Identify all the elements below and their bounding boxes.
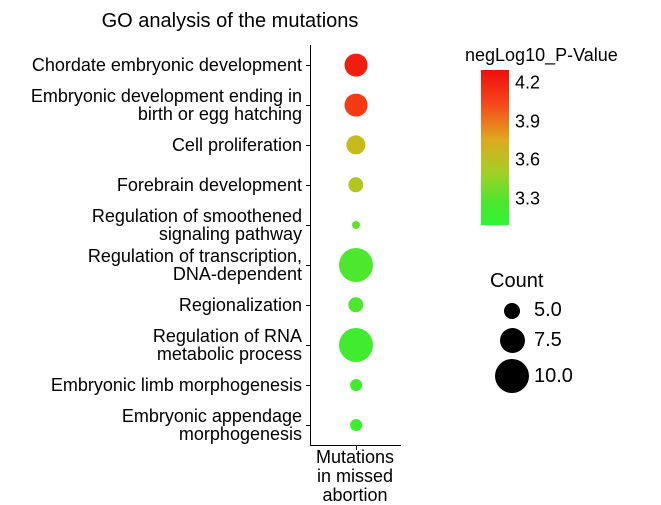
- data-point: [339, 328, 373, 362]
- y-category-label: Forebrain development: [117, 176, 302, 194]
- y-axis-labels: Chordate embryonic development Embryonic …: [0, 45, 302, 445]
- y-tick: [306, 345, 311, 346]
- y-tick: [306, 65, 311, 66]
- y-tick: [306, 105, 311, 106]
- y-tick: [306, 265, 311, 266]
- data-point: [350, 419, 362, 431]
- data-point: [352, 221, 360, 229]
- colorbar: [481, 70, 509, 225]
- y-category-label: Regionalization: [179, 296, 302, 314]
- size-legend-swatch: [504, 303, 520, 319]
- colorbar-tick-label: 3.9: [515, 111, 540, 132]
- data-point: [345, 54, 368, 77]
- y-category-label: Regulation of RNA metabolic process: [153, 327, 302, 363]
- y-tick: [306, 425, 311, 426]
- figure: GO analysis of the mutations Chordate em…: [0, 0, 661, 500]
- y-tick: [306, 305, 311, 306]
- data-point: [345, 94, 368, 117]
- y-category-label: Embryonic development ending in birth or…: [31, 87, 302, 123]
- data-point: [348, 177, 363, 192]
- y-tick: [306, 145, 311, 146]
- x-axis-label: Mutations in missed abortion: [310, 448, 400, 505]
- colorbar-ticks: 4.2 3.9 3.6 3.3: [515, 70, 575, 225]
- colorbar-tick-label: 4.2: [515, 72, 540, 93]
- size-legend-row: 7.5: [490, 328, 650, 353]
- size-legend-row: 10.0: [490, 359, 650, 393]
- size-legend-title: Count: [490, 270, 650, 293]
- y-tick: [306, 385, 311, 386]
- colorbar-tick-label: 3.3: [515, 189, 540, 210]
- y-tick: [306, 225, 311, 226]
- size-legend-label: 7.5: [534, 329, 562, 352]
- y-category-label: Embryonic limb morphogenesis: [51, 376, 302, 394]
- y-category-label: Chordate embryonic development: [32, 56, 302, 74]
- colorbar-tick-label: 3.6: [515, 150, 540, 171]
- data-point: [348, 297, 363, 312]
- y-category-label: Regulation of transcription, DNA-depende…: [88, 247, 302, 283]
- size-legend-label: 5.0: [534, 299, 562, 322]
- size-legend-swatch: [500, 328, 525, 353]
- data-point: [339, 248, 373, 282]
- data-point: [350, 379, 362, 391]
- chart-title: GO analysis of the mutations: [0, 10, 460, 33]
- y-category-label: Regulation of smoothened signaling pathw…: [92, 207, 302, 243]
- plot-area: [310, 45, 401, 446]
- color-legend-title: negLog10_P-Value: [465, 45, 645, 66]
- size-legend-swatch: [495, 359, 529, 393]
- y-tick: [306, 185, 311, 186]
- data-point: [346, 135, 365, 154]
- size-legend: Count 5.0 7.5 10.0: [490, 270, 650, 399]
- size-legend-row: 5.0: [490, 299, 650, 322]
- size-legend-rows: 5.0 7.5 10.0: [490, 299, 650, 393]
- size-legend-label: 10.0: [534, 365, 573, 388]
- y-category-label: Cell proliferation: [172, 136, 302, 154]
- y-category-label: Embryonic appendage morphogenesis: [122, 407, 302, 443]
- color-legend: negLog10_P-Value 4.2 3.9 3.6 3.3: [465, 45, 645, 245]
